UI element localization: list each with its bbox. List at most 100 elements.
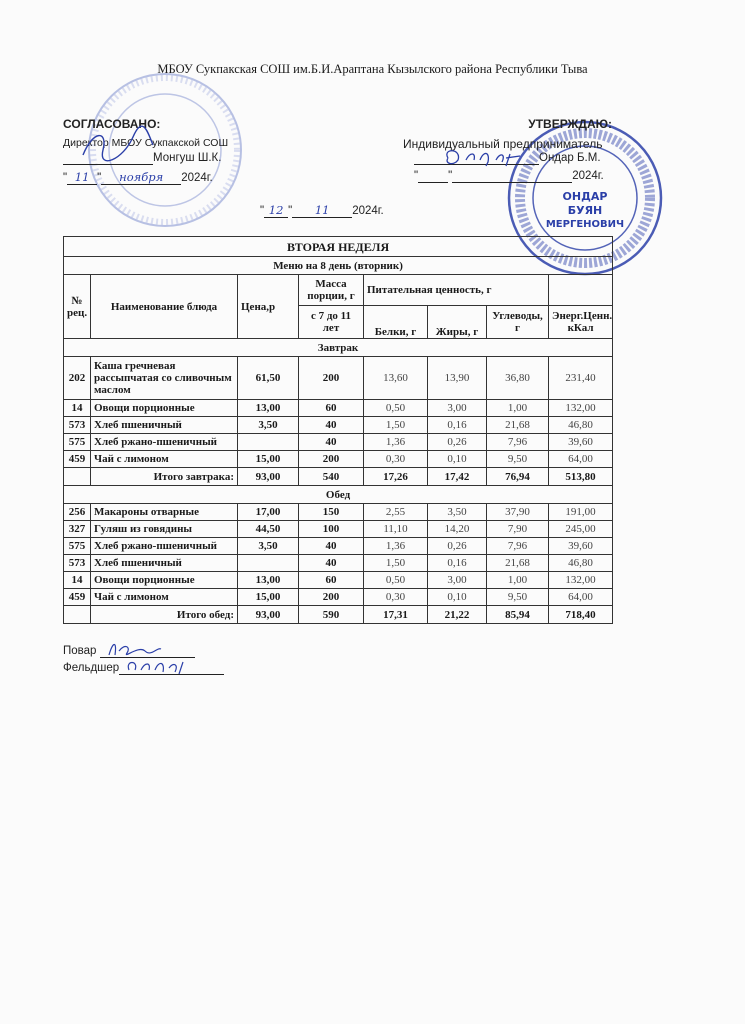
quote: " — [97, 172, 102, 184]
agreed-name: Монгуш Ш.К. — [153, 152, 222, 164]
total-row: Итого обед: 93,00 590 17,31 21,22 85,94 718,40 — [63, 605, 614, 624]
dish-fat: 0,26 — [427, 433, 487, 451]
recipe-number: 573 — [63, 416, 91, 434]
table-row: 14 Овощи порционные 13,00 60 0,50 3,00 1,00 132… — [63, 571, 614, 589]
approved-year: 2024г. — [572, 170, 604, 182]
total-carbs: 76,94 — [486, 467, 549, 486]
dish-price: 3,50 — [237, 537, 299, 555]
dish-mass: 40 — [298, 554, 364, 572]
dish-price — [237, 433, 299, 451]
approved-position: Индивидуальный предприниматель — [403, 137, 603, 151]
dish-energy: 39,60 — [547, 433, 614, 451]
dish-price: 44,50 — [237, 520, 299, 538]
dish-name: Чай с лимоном — [90, 450, 238, 468]
dish-carbs: 7,96 — [486, 433, 549, 451]
dish-name: Гуляш из говядины — [90, 520, 238, 538]
medic-signature-line: Фельдшер — [63, 661, 225, 675]
total-label: Итого завтрака: — [90, 467, 238, 486]
dish-price: 61,50 — [237, 356, 299, 400]
quote: " — [63, 172, 68, 184]
dish-fat: 3,00 — [427, 571, 487, 589]
header-energy: Энерг.Ценн., кКал — [547, 305, 614, 339]
header-carbs: Углеводы, г — [486, 305, 549, 339]
dish-fat: 13,90 — [427, 356, 487, 400]
table-row: 459 Чай с лимоном 15,00 200 0,30 0,10 9,50 64,0… — [63, 450, 614, 468]
table-row: 573 Хлеб пшеничный 40 1,50 0,16 21,68 46,80 — [63, 554, 614, 572]
dish-name: Чай с лимоном — [90, 588, 238, 606]
total-price: 93,00 — [237, 467, 299, 486]
week-title: ВТОРАЯ НЕДЕЛЯ — [62, 236, 614, 257]
menu-day: 12 — [264, 203, 289, 218]
dish-fat: 0,10 — [427, 588, 487, 606]
dish-price: 13,00 — [237, 571, 299, 589]
dish-carbs: 9,50 — [486, 588, 549, 606]
total-energy: 513,80 — [547, 467, 614, 486]
dish-name: Хлеб пшеничный — [90, 554, 238, 572]
dish-fat: 3,00 — [427, 399, 487, 417]
total-carbs: 85,94 — [486, 605, 549, 624]
dish-carbs: 1,00 — [486, 571, 549, 589]
header-empty — [547, 274, 614, 306]
total-empty — [63, 467, 91, 486]
quote: " — [448, 170, 453, 182]
dish-name: Макароны отварные — [90, 503, 238, 521]
total-label: Итого обед: — [90, 605, 238, 624]
dish-protein: 0,30 — [363, 450, 428, 468]
dish-fat: 0,10 — [427, 450, 487, 468]
header-mass: Масса порции, г — [298, 274, 364, 306]
dish-protein: 2,55 — [363, 503, 428, 521]
dish-name: Овощи порционные — [90, 399, 238, 417]
dish-mass: 200 — [298, 450, 364, 468]
dish-mass: 60 — [298, 571, 364, 589]
dish-energy: 39,60 — [547, 537, 614, 555]
cook-signature-line: Повар — [63, 643, 195, 658]
recipe-number: 459 — [63, 588, 91, 606]
dish-mass: 100 — [298, 520, 364, 538]
total-empty — [63, 605, 91, 624]
table-row: 256 Макароны отварные 17,00 150 2,55 3,50 37,9… — [63, 503, 614, 521]
dish-mass: 40 — [298, 416, 364, 434]
medic-signature — [127, 661, 184, 675]
dish-carbs: 9,50 — [486, 450, 549, 468]
dish-mass: 200 — [298, 588, 364, 606]
header-fat: Жиры, г — [427, 305, 487, 339]
dish-protein: 13,60 — [363, 356, 428, 400]
dish-energy: 191,00 — [547, 503, 614, 521]
dish-protein: 0,50 — [363, 571, 428, 589]
dish-mass: 40 — [298, 433, 364, 451]
agreed-month: ноября — [101, 170, 182, 185]
header-price: Цена,р — [237, 274, 299, 339]
dish-mass: 200 — [298, 356, 364, 400]
dish-protein: 1,50 — [363, 554, 428, 572]
section-title: Обед — [62, 485, 614, 504]
menu-table: ВТОРАЯ НЕДЕЛЯ Меню на 8 день (вторник) №… — [62, 236, 614, 624]
recipe-number: 202 — [63, 356, 91, 400]
table-row: 202 Каша гречневая рассыпчатая со сливочн… — [63, 356, 614, 400]
dish-fat: 14,20 — [427, 520, 487, 538]
recipe-number: 14 — [63, 571, 91, 589]
header-protein: Белки, г — [363, 305, 428, 339]
dish-protein: 1,36 — [363, 433, 428, 451]
section-title: Завтрак — [62, 338, 614, 357]
dish-carbs: 36,80 — [486, 356, 549, 400]
dish-protein: 0,50 — [363, 399, 428, 417]
stamp-line-3: МЕРГЕНОВИЧ — [546, 219, 624, 230]
stamp-line-2: БУЯН — [568, 204, 603, 217]
table-row: 14 Овощи порционные 13,00 60 0,50 3,00 1,00 132… — [63, 399, 614, 417]
approved-name: Ондар Б.М. — [539, 152, 601, 164]
total-mass: 540 — [298, 467, 364, 486]
agreed-year: 2024г. — [181, 172, 213, 184]
table-row: 575 Хлеб ржано-пшеничный 40 1,36 0,26 7,96 39,… — [63, 433, 614, 451]
dish-protein: 1,36 — [363, 537, 428, 555]
dish-energy: 132,00 — [547, 571, 614, 589]
dish-fat: 3,50 — [427, 503, 487, 521]
dish-carbs: 37,90 — [486, 503, 549, 521]
cook-label: Повар — [63, 645, 97, 657]
recipe-number: 573 — [63, 554, 91, 572]
total-row: Итого завтрака: 93,00 540 17,26 17,42 76,94 51… — [63, 467, 614, 486]
dish-fat: 0,26 — [427, 537, 487, 555]
total-fat: 17,42 — [427, 467, 487, 486]
day-title: Меню на 8 день (вторник) — [62, 256, 614, 275]
table-row: 573 Хлеб пшеничный 3,50 40 1,50 0,16 21,68 46,8… — [63, 416, 614, 434]
cook-signature-field — [99, 643, 195, 658]
